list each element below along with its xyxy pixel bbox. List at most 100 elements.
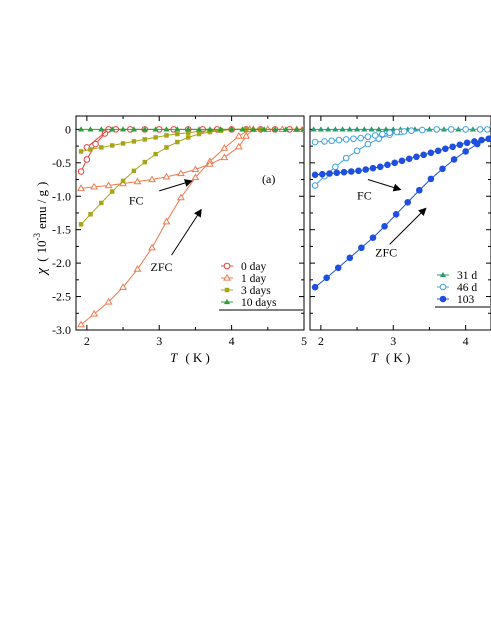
data-point [326,170,333,177]
panel-label: (a) [262,172,275,186]
data-point [393,128,401,136]
data-point [478,136,485,144]
data-point [195,126,203,132]
data-point [332,126,339,132]
data-point [109,143,115,148]
data-point [90,309,99,317]
legend-marker [223,273,231,281]
legend-marker [224,287,230,293]
data-point [340,168,348,176]
data-point [347,168,355,175]
y-tick-label: -1.0 [52,189,71,203]
data-point [319,170,326,178]
series-103 [311,135,491,291]
data-point [311,283,319,291]
data-point [346,126,353,132]
data-point [442,145,449,153]
data-point [447,126,455,133]
data-point [384,161,391,169]
data-point [148,243,156,251]
data-point [250,126,257,132]
data-point [317,126,324,132]
data-point [131,168,137,174]
data-point [261,126,268,132]
data-point [217,126,224,132]
data-point [185,135,191,140]
annotation-fc: FC [357,189,372,203]
legend-label: 31 d [457,270,477,282]
data-point [449,143,456,151]
data-point [408,127,415,135]
y-axis-unit-post: emu / g [34,189,49,228]
x-axis-label: T ( K ) [371,350,411,365]
data-point [234,142,243,150]
y-axis-symbol: χ [34,267,50,276]
x-tick-label: 2 [318,334,324,348]
data-point [462,148,469,155]
x-tick-label: 3 [156,334,162,348]
data-point [328,137,336,145]
data-point [196,131,202,137]
data-point [191,165,200,173]
annotation-arrow [171,208,202,256]
x-axis-unit: ( K ) [386,350,411,365]
data-point [77,168,85,175]
y-tick-label: -3.0 [52,323,71,337]
data-point [418,126,426,134]
data-point [433,126,441,133]
data-point [391,159,399,167]
data-point [141,126,148,132]
data-point [133,177,142,185]
data-point [332,163,339,171]
series-line-zfc [314,138,490,288]
data-point [342,136,350,143]
legend-label: 1 day [241,273,266,285]
y-axis-unit-pre: 10 [34,240,49,253]
data-point [371,132,379,139]
data-point [176,193,185,201]
data-point [335,136,343,144]
data-point [342,154,350,162]
data-point [104,181,113,189]
y-tick-label: -2.5 [52,290,71,304]
data-point [191,173,200,181]
series-1-day [77,125,304,328]
legend-label: 10 days [241,297,277,309]
data-point [185,130,191,135]
legend-label: 0 day [241,261,266,273]
data-point [162,172,171,180]
data-point [185,126,192,132]
data-point [355,167,362,175]
data-point [101,130,109,137]
data-point [427,149,435,157]
data-point [392,211,400,218]
data-point [310,126,317,132]
data-point [92,140,99,148]
data-point [163,126,170,132]
data-point [339,126,346,132]
data-point [376,163,384,171]
data-point [109,126,116,132]
data-point [109,189,115,194]
x-tick-label: 4 [229,334,235,348]
data-point [346,254,354,262]
legend-marker [223,298,231,305]
data-point [439,165,446,173]
data-point [176,169,185,177]
data-point [485,135,491,143]
data-point [300,126,304,132]
legend-label: 46 d [457,282,477,294]
plot-area [77,125,304,328]
data-point [152,126,159,132]
y-axis-close: ) [34,182,49,186]
data-point [484,126,491,133]
data-point [381,223,388,230]
data-point [434,147,442,155]
data-point [234,131,243,139]
data-point [353,147,361,155]
data-point [77,320,86,328]
data-point [361,126,368,132]
data-point [271,126,279,132]
